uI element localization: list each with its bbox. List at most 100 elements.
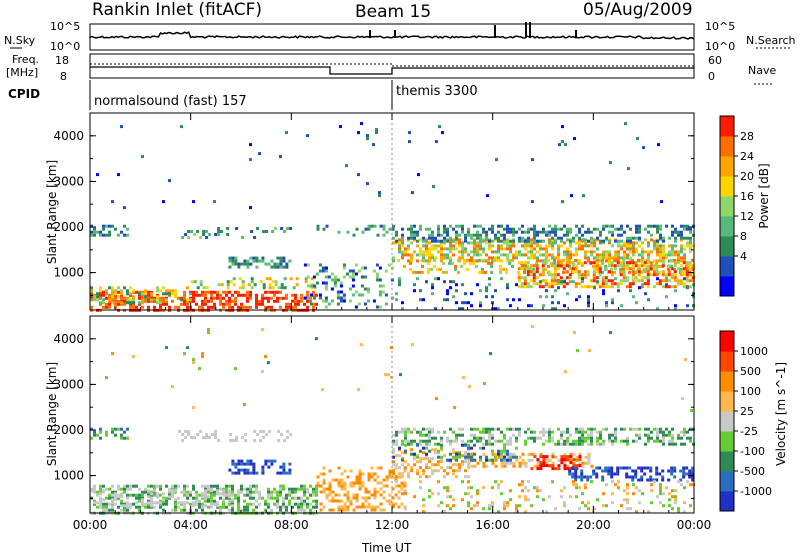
velocity-data-cell [509, 461, 513, 465]
velocity-data-cell [168, 493, 171, 497]
velocity-data-cell [572, 452, 576, 456]
power-colorbar-swatch [720, 156, 734, 177]
velocity-data-cell [355, 478, 359, 482]
velocity-data-cell [580, 478, 584, 482]
power-data-cell [523, 264, 527, 268]
power-data-cell [261, 256, 265, 260]
power-data-cell [634, 276, 638, 280]
power-data-cell [204, 296, 207, 300]
power-data-cell [105, 305, 108, 309]
power-data-cell [407, 227, 410, 231]
power-data-cell [659, 236, 662, 240]
power-data-cell [99, 296, 102, 300]
velocity-data-cell [174, 505, 177, 509]
power-data-cell [271, 286, 275, 290]
power-data-cell [458, 244, 461, 248]
power-data-cell [292, 286, 296, 290]
power-data-cell [628, 282, 632, 286]
power-data-cell [491, 224, 494, 228]
velocity-data-cell [658, 472, 662, 476]
velocity-data-cell [90, 489, 93, 493]
velocity-data-cell [244, 439, 248, 442]
power-data-cell [545, 253, 548, 257]
power-data-cell [617, 227, 620, 231]
power-data-cell [201, 299, 204, 303]
power-data-cell [93, 230, 96, 234]
power-data-cell [641, 250, 644, 254]
power-colorbar-tick-label: 24 [740, 150, 754, 163]
power-data-cell [252, 259, 256, 263]
velocity-data-cell [560, 430, 563, 434]
power-data-cell [434, 307, 437, 311]
power-data-cell [401, 241, 404, 245]
velocity-data-cell [361, 481, 365, 485]
velocity-data-cell [500, 439, 503, 443]
power-data-cell [105, 302, 108, 306]
power-data-cell [605, 304, 608, 308]
power-data-cell [511, 264, 514, 268]
velocity-data-cell [392, 469, 395, 473]
power-data-cell [662, 239, 665, 243]
power-data-cell [216, 296, 219, 300]
power-data-cell [434, 256, 437, 260]
velocity-data-cell [126, 436, 129, 440]
velocity-data-cell [189, 502, 192, 506]
power-data-cell [536, 233, 539, 237]
power-data-cell [168, 305, 171, 309]
velocity-data-cell [673, 469, 677, 473]
power-data-cell [569, 241, 572, 245]
power-data-cell [108, 230, 111, 234]
velocity-data-cell [243, 468, 247, 472]
velocity-data-cell [670, 472, 674, 476]
power-data-cell [473, 244, 476, 248]
power-data-cell [120, 296, 123, 300]
power-data-cell [652, 273, 656, 277]
power-data-cell [410, 227, 413, 231]
power-data-cell [285, 302, 288, 306]
velocity-data-cell [195, 499, 198, 503]
power-data-cell [339, 284, 343, 288]
power-data-cell [494, 256, 497, 260]
velocity-data-cell [392, 475, 395, 479]
velocity-data-cell [440, 443, 443, 447]
velocity-data-cell [632, 483, 635, 487]
velocity-data-cell [407, 427, 410, 431]
power-data-cell [485, 236, 488, 240]
power-data-cell [509, 227, 512, 231]
power-data-cell [378, 194, 381, 198]
velocity-data-cell [500, 458, 503, 462]
velocity-data-cell [346, 490, 350, 494]
velocity-data-cell [677, 480, 680, 484]
power-data-cell [500, 244, 503, 248]
power-data-cell [511, 258, 514, 262]
velocity-data-cell [243, 505, 246, 509]
power-data-cell [476, 259, 479, 263]
power-data-cell [183, 302, 186, 306]
velocity-data-cell [404, 430, 407, 434]
power-data-cell [234, 290, 237, 294]
velocity-data-cell [343, 493, 347, 497]
velocity-data-cell [165, 502, 168, 506]
velocity-data-cell [150, 490, 153, 494]
velocity-data-cell [428, 475, 431, 479]
power-data-cell [433, 264, 436, 268]
velocity-data-cell [524, 510, 527, 514]
velocity-data-cell [566, 464, 570, 468]
velocity-data-cell [689, 436, 692, 440]
velocity-data-cell [102, 505, 105, 509]
power-data-cell [454, 264, 457, 268]
velocity-data-cell [551, 464, 555, 468]
power-data-cell [619, 264, 623, 268]
velocity-data-cell [171, 484, 174, 488]
velocity-data-cell [407, 442, 410, 446]
power-data-cell [198, 305, 201, 309]
power-data-cell [226, 286, 230, 290]
velocity-data-cell [689, 504, 692, 508]
velocity-data-cell [401, 492, 404, 496]
power-data-cell [545, 230, 548, 234]
power-data-cell [378, 284, 382, 288]
velocity-data-cell [196, 433, 200, 436]
power-data-cell [674, 244, 677, 248]
power-data-cell [422, 256, 425, 260]
